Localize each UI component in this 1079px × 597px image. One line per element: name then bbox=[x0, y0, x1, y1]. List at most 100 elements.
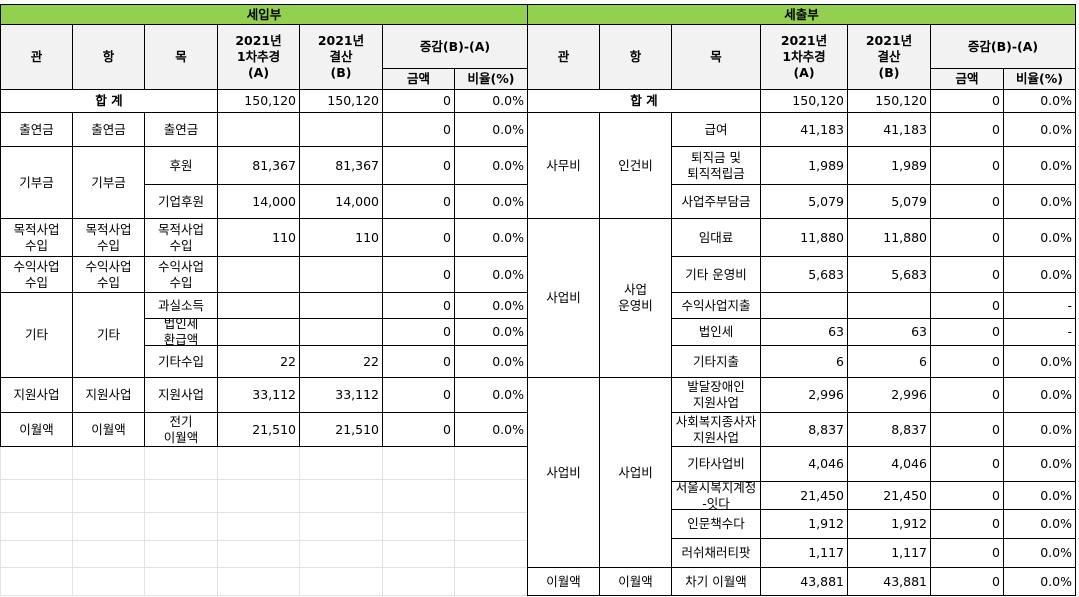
expense-budget-cell: 4,046 bbox=[808, 456, 844, 471]
expense-settle-cell: 5,683 bbox=[891, 266, 927, 282]
expense-title-band bbox=[527, 4, 1075, 24]
revenue-mok-cell: 지원사업 bbox=[157, 387, 204, 402]
revenue-settle-cell bbox=[300, 257, 382, 292]
expense-settle-cell: 2,996 bbox=[891, 387, 927, 402]
col-header-gwan: 관 bbox=[557, 49, 570, 64]
expense-header-band bbox=[527, 24, 1075, 89]
revenue-amount-cell: 0 bbox=[443, 229, 451, 245]
expense-total-settle: 150,120 bbox=[875, 93, 927, 108]
expense-gwan-cell: 사업비 bbox=[546, 290, 581, 305]
expense-budget-cell: 41,183 bbox=[800, 121, 844, 137]
revenue-amount-cell: 0 bbox=[443, 297, 451, 313]
col-header-ratio: 비율(%) bbox=[467, 71, 515, 86]
expense-settle-cell bbox=[848, 293, 930, 318]
revenue-amount-cell: 0 bbox=[443, 121, 451, 137]
revenue-budget-cell: 33,112 bbox=[252, 387, 296, 402]
row-border bbox=[0, 567, 528, 568]
expense-mok-cell: 급여 bbox=[704, 121, 728, 137]
expense-budget-cell: 43,881 bbox=[800, 573, 844, 589]
expense-amount-cell: 0 bbox=[992, 545, 1000, 560]
expense-section-title: 세출부 bbox=[784, 6, 819, 22]
expense-mok-cell: 법인세 bbox=[698, 324, 734, 339]
revenue-amount-cell: 0 bbox=[443, 324, 451, 339]
expense-amount-cell: 0 bbox=[992, 229, 1000, 245]
col-header-settle: 2021년 결산 (B) bbox=[317, 33, 365, 80]
revenue-amount-cell: 0 bbox=[443, 193, 451, 209]
revenue-mok-cell: 전기 이월액 bbox=[163, 413, 199, 445]
expense-budget-cell bbox=[761, 293, 847, 318]
revenue-budget-cell: 22 bbox=[280, 353, 296, 369]
expense-settle-cell: 11,880 bbox=[883, 229, 927, 245]
row-border bbox=[0, 540, 528, 541]
expense-gwan-cell: 사업비 bbox=[546, 464, 581, 480]
revenue-settle-cell bbox=[300, 113, 382, 146]
revenue-mok-cell: 기업후원 bbox=[157, 193, 204, 209]
revenue-mok-cell: 수익사업 수입 bbox=[157, 258, 204, 290]
col-header-gwan: 관 bbox=[30, 49, 43, 64]
expense-mok-cell: 임대료 bbox=[698, 229, 734, 245]
expense-budget-cell: 1,117 bbox=[808, 545, 844, 560]
expense-ratio-cell: 0.0% bbox=[1040, 516, 1072, 531]
row-border bbox=[527, 595, 672, 596]
revenue-ratio-cell: 0.0% bbox=[492, 353, 524, 369]
expense-budget-cell: 5,079 bbox=[808, 193, 844, 209]
revenue-mok-cell: 후원 bbox=[169, 157, 193, 173]
revenue-budget-cell bbox=[218, 293, 299, 318]
revenue-amount-cell: 0 bbox=[443, 157, 451, 173]
revenue-settle-cell: 22 bbox=[363, 353, 379, 369]
revenue-total-label: 합 계 bbox=[95, 93, 123, 108]
expense-ratio-cell: 0.0% bbox=[1040, 573, 1072, 589]
expense-settle-cell: 6 bbox=[919, 353, 927, 369]
expense-ratio-cell: 0.0% bbox=[1040, 121, 1072, 137]
revenue-settle-cell bbox=[300, 293, 382, 318]
expense-budget-cell: 5,683 bbox=[808, 266, 844, 282]
revenue-title-band bbox=[0, 4, 527, 24]
column-border bbox=[0, 446, 1, 596]
expense-ratio-cell: 0.0% bbox=[1040, 421, 1072, 437]
revenue-settle-cell bbox=[300, 319, 382, 345]
revenue-header-band bbox=[0, 24, 527, 89]
revenue-settle-cell: 21,510 bbox=[335, 421, 379, 437]
expense-amount-cell: 0 bbox=[992, 573, 1000, 589]
row-border bbox=[0, 595, 528, 596]
expense-amount-cell: 0 bbox=[992, 487, 1000, 503]
revenue-settle-cell: 14,000 bbox=[335, 193, 379, 209]
revenue-budget-cell: 110 bbox=[272, 229, 296, 245]
revenue-budget-cell bbox=[218, 257, 299, 292]
expense-amount-cell: 0 bbox=[992, 121, 1000, 137]
expense-mok-cell: 발달장애인 지원사업 bbox=[687, 379, 745, 410]
revenue-section-title: 세입부 bbox=[246, 6, 282, 22]
revenue-hang-cell: 목적사업 수입 bbox=[85, 221, 132, 253]
expense-amount-cell: 0 bbox=[992, 266, 1000, 282]
expense-mok-cell: 사회복지종사자 지원사업 bbox=[675, 413, 757, 445]
expense-settle-cell: 1,989 bbox=[891, 157, 927, 173]
column-border bbox=[72, 446, 73, 596]
revenue-hang-cell: 이월액 bbox=[91, 421, 126, 437]
expense-mok-cell: 차기 이월액 bbox=[685, 573, 747, 589]
revenue-mok-cell: 법인세 환급액 bbox=[163, 319, 199, 345]
revenue-mok-cell: 출연금 bbox=[163, 121, 199, 137]
col-header-budget: 2021년 1차추경 (A) bbox=[235, 33, 282, 80]
expense-amount-cell: 0 bbox=[992, 353, 1000, 369]
revenue-ratio-cell: 0.0% bbox=[492, 193, 524, 209]
expense-budget-cell: 8,837 bbox=[808, 421, 844, 437]
revenue-budget-cell bbox=[218, 319, 299, 345]
revenue-gwan-cell: 수익사업 수입 bbox=[13, 258, 60, 290]
expense-amount-cell: 0 bbox=[992, 387, 1000, 402]
expense-mok-cell: 기타지출 bbox=[692, 353, 739, 369]
revenue-hang-cell: 출연금 bbox=[91, 121, 126, 137]
expense-mok-cell: 퇴직금 및 퇴직적립금 bbox=[687, 149, 745, 181]
revenue-ratio-cell: 0.0% bbox=[492, 121, 524, 137]
revenue-amount-cell: 0 bbox=[443, 421, 451, 437]
expense-settle-cell: 63 bbox=[911, 324, 927, 339]
revenue-ratio-cell: 0.0% bbox=[492, 266, 524, 282]
revenue-total-settle: 150,120 bbox=[327, 93, 379, 108]
expense-settle-cell: 21,450 bbox=[883, 487, 927, 503]
expense-ratio-cell: 0.0% bbox=[1040, 487, 1072, 503]
row-border bbox=[0, 446, 145, 447]
column-border bbox=[382, 446, 383, 596]
revenue-gwan-cell: 출연금 bbox=[19, 121, 54, 137]
revenue-ratio-cell: 0.0% bbox=[492, 421, 524, 437]
revenue-budget-cell: 21,510 bbox=[252, 421, 296, 437]
